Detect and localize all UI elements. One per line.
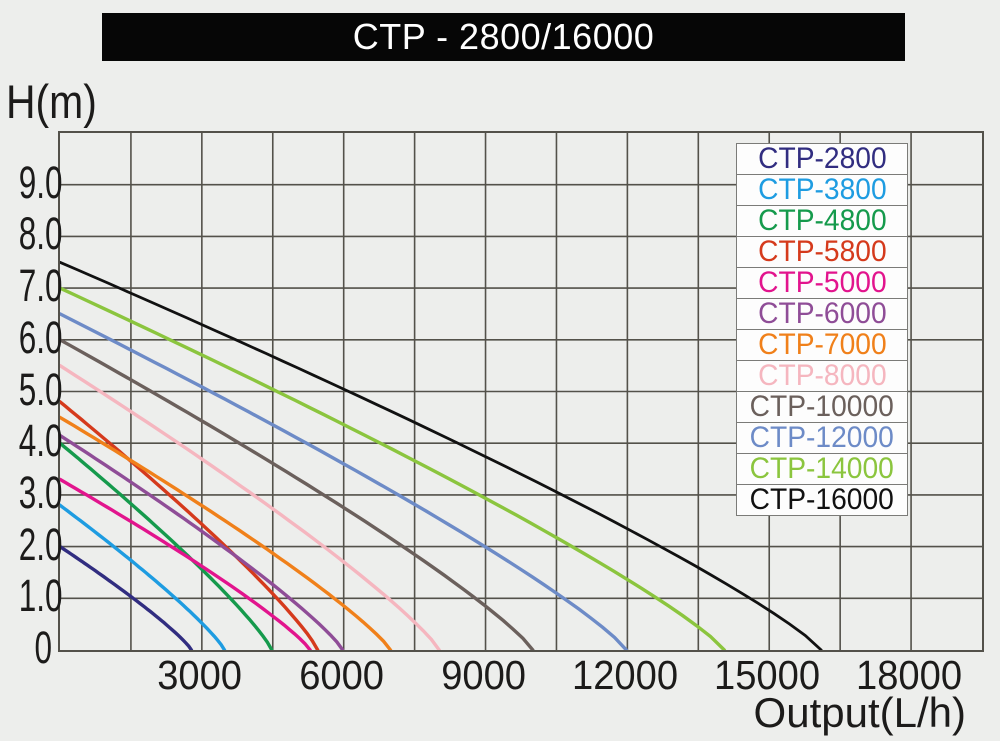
curves-canvas — [60, 133, 982, 650]
y-tick-label: 5.0 — [18, 363, 63, 415]
legend-item-ctp-3800: CTP-3800 — [736, 174, 908, 206]
legend-item-ctp-7000: CTP-7000 — [736, 329, 908, 361]
curve-ctp-12000 — [60, 312, 629, 650]
x-tick-label: 3000 — [157, 652, 243, 698]
legend-item-ctp-2800: CTP-2800 — [736, 143, 908, 175]
curve-ctp-8000 — [60, 363, 441, 650]
chart-title: CTP - 2800/16000 — [352, 16, 655, 57]
curve-ctp-14000 — [60, 286, 726, 650]
curve-ctp-10000 — [60, 338, 535, 650]
x-axis-title: Output(L/h) — [753, 689, 966, 736]
x-tick-label: 12000 — [572, 652, 679, 698]
plot-area — [58, 131, 984, 652]
y-tick-label: 4.0 — [18, 415, 63, 467]
curve-ctp-3800 — [60, 503, 227, 650]
legend-item-ctp-12000: CTP-12000 — [736, 422, 908, 454]
y-tick-label: 2.0 — [18, 518, 63, 570]
y-tick-label: 9.0 — [18, 156, 63, 208]
curve-ctp-16000 — [60, 260, 823, 650]
chart-title-bar: CTP - 2800/16000 — [102, 13, 905, 61]
legend-item-ctp-5800: CTP-5800 — [736, 236, 908, 268]
curve-ctp-2800 — [60, 544, 194, 650]
legend-item-ctp-4800: CTP-4800 — [736, 205, 908, 237]
x-tick-label: 9000 — [441, 652, 526, 698]
curve-ctp-5000 — [60, 477, 312, 650]
x-tick-label: 15000 — [714, 652, 821, 698]
legend-item-ctp-8000: CTP-8000 — [736, 360, 908, 392]
legend-item-ctp-14000: CTP-14000 — [736, 453, 908, 485]
legend-item-ctp-16000: CTP-16000 — [736, 484, 908, 516]
y-axis-title: H(m) — [6, 75, 97, 128]
legend-item-ctp-5000: CTP-5000 — [736, 267, 908, 299]
y-tick-label: 0 — [34, 622, 52, 673]
y-tick-label: 3.0 — [18, 466, 63, 518]
curve-ctp-4800 — [60, 441, 274, 650]
y-tick-label: 1.0 — [18, 570, 63, 622]
y-tick-label: 6.0 — [18, 311, 63, 363]
y-tick-label: 8.0 — [18, 208, 63, 260]
x-tick-label: 18000 — [856, 652, 963, 698]
legend: CTP-2800 CTP-3800 CTP-4800 CTP-5800 CTP-5000… — [736, 143, 908, 516]
curve-ctp-7000 — [60, 415, 393, 650]
legend-item-ctp-6000: CTP-6000 — [736, 298, 908, 330]
curve-ctp-6000 — [60, 433, 345, 650]
x-tick-label: 6000 — [299, 652, 385, 698]
curve-ctp-5800 — [60, 400, 320, 650]
y-tick-label: 7.0 — [18, 260, 63, 312]
legend-item-ctp-10000: CTP-10000 — [736, 391, 908, 423]
